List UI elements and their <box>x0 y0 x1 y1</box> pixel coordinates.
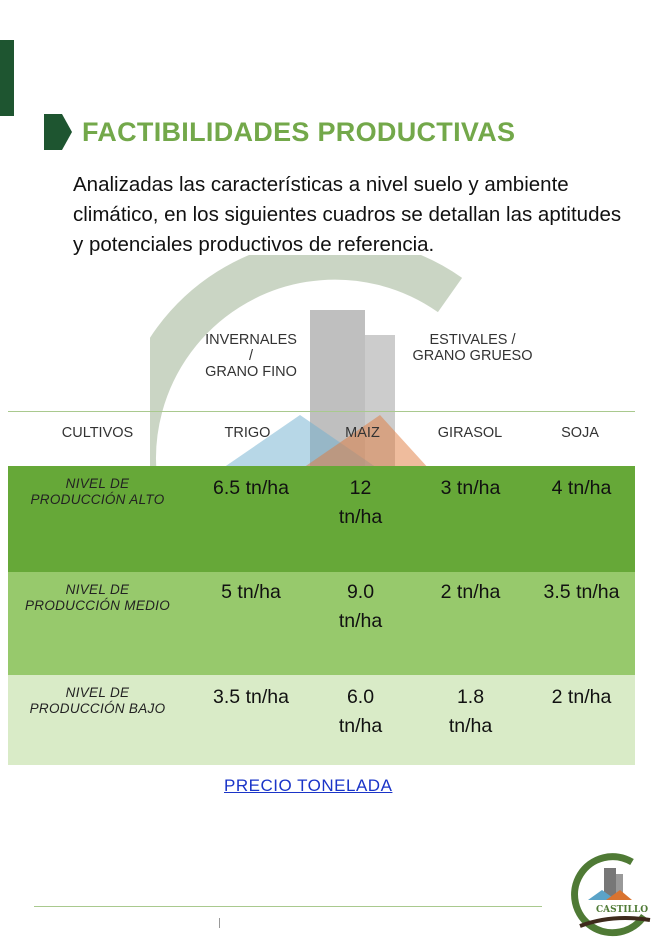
row-label-line: NIVEL DE <box>65 476 130 491</box>
cell-line: tn/ha <box>338 506 383 528</box>
row-label-line: NIVEL DE <box>65 582 130 597</box>
left-accent-bar <box>0 40 14 116</box>
cell-line: tn/ha <box>448 715 493 737</box>
logo-text: CASTILLO <box>596 905 648 915</box>
column-header-girasol: GIRASOL <box>437 425 503 441</box>
castillo-logo: CASTILLO <box>571 853 651 937</box>
cell-girasol: 2 tn/ha <box>423 578 518 607</box>
cell-line: tn/ha <box>338 610 383 632</box>
cell-girasol: 3 tn/ha <box>423 474 518 503</box>
table-header-divider <box>8 411 635 412</box>
cell-soja: 3.5 tn/ha <box>543 581 620 603</box>
cell-trigo: 5 tn/ha <box>221 581 281 603</box>
cell-maiz: 9.0 tn/ha <box>318 578 403 636</box>
cell-girasol: 1.8 tn/ha <box>423 683 518 741</box>
page-number-marker <box>219 918 220 928</box>
cell-line: 1.8 <box>456 686 485 708</box>
cell-trigo: 6.5 tn/ha <box>213 477 289 499</box>
row-label: NIVEL DE PRODUCCIÓN BAJO <box>10 685 185 717</box>
price-per-ton-link[interactable]: PRECIO TONELADA <box>224 776 393 795</box>
cell-line: 3 tn/ha <box>440 477 501 499</box>
cell-line: tn/ha <box>338 715 383 737</box>
group-header-line: GRANO FINO <box>205 364 297 380</box>
cell-line: 9.0 <box>346 581 375 603</box>
intro-paragraph: Analizadas las características a nivel s… <box>73 173 622 256</box>
cell-maiz: 6.0 tn/ha <box>318 683 403 741</box>
table-row-medio: NIVEL DE PRODUCCIÓN MEDIO 5 tn/ha 9.0 tn… <box>8 572 635 675</box>
column-header-cultivos: CULTIVOS <box>61 425 134 441</box>
section-heading: FACTIBILIDADES PRODUCTIVAS <box>44 114 515 150</box>
row-label-line: PRODUCCIÓN BAJO <box>29 701 166 716</box>
table-row-alto: NIVEL DE PRODUCCIÓN ALTO 6.5 tn/ha 12 tn… <box>8 466 635 572</box>
row-label: NIVEL DE PRODUCCIÓN ALTO <box>10 476 185 508</box>
group-header-invernales: INVERNALES / GRANO FINO <box>196 332 306 380</box>
footer-divider <box>34 906 542 907</box>
heading-marker-icon <box>44 114 72 150</box>
cell-soja: 2 tn/ha <box>551 686 612 708</box>
group-header-line: GRANO GRUESO <box>412 348 533 364</box>
row-label-line: NIVEL DE <box>65 685 130 700</box>
column-header-soja: SOJA <box>561 425 599 441</box>
row-label: NIVEL DE PRODUCCIÓN MEDIO <box>10 582 185 614</box>
group-header-line: ESTIVALES / <box>429 332 516 348</box>
group-header-line: INVERNALES <box>205 332 297 348</box>
column-header-maiz: MAIZ <box>345 425 380 441</box>
page-title: FACTIBILIDADES PRODUCTIVAS <box>82 116 516 147</box>
column-header-trigo: TRIGO <box>224 425 271 441</box>
cell-line: 12 <box>349 477 372 499</box>
row-label-line: PRODUCCIÓN ALTO <box>30 492 165 507</box>
cell-line: 2 tn/ha <box>440 581 501 603</box>
table-row-bajo: NIVEL DE PRODUCCIÓN BAJO 3.5 tn/ha 6.0 t… <box>8 675 635 765</box>
row-label-line: PRODUCCIÓN MEDIO <box>24 598 171 613</box>
cell-soja: 4 tn/ha <box>551 477 612 499</box>
cell-trigo: 3.5 tn/ha <box>213 686 289 708</box>
group-header-line: / <box>248 348 254 364</box>
cell-maiz: 12 tn/ha <box>318 474 403 532</box>
group-header-estivales: ESTIVALES / GRANO GRUESO <box>400 332 545 364</box>
cell-line: 6.0 <box>346 686 375 708</box>
